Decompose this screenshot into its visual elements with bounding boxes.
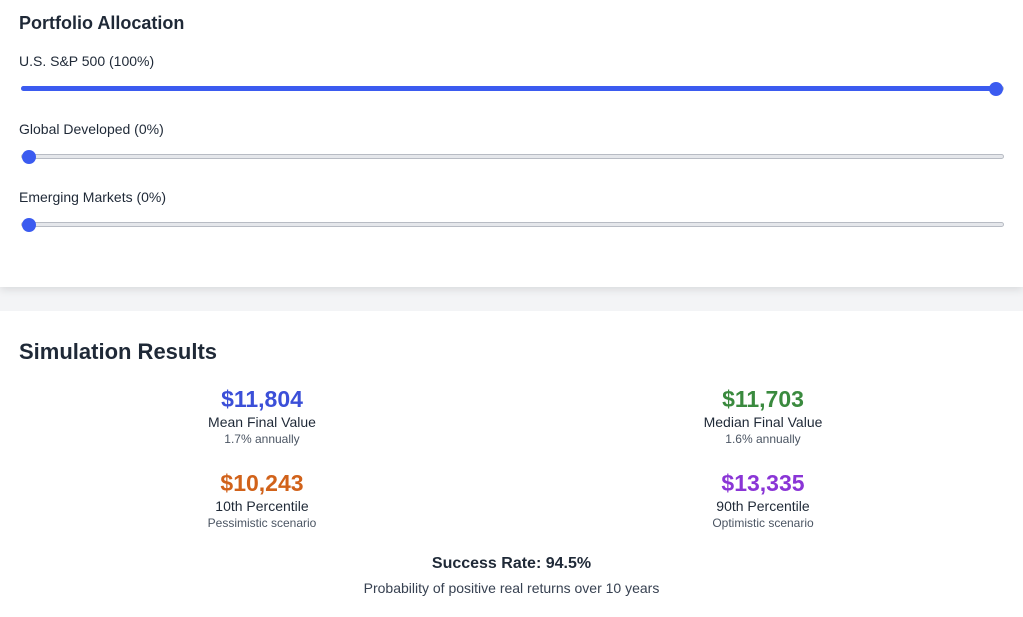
stat-90th-percentile: $13,335 90th Percentile Optimistic scena… [643,469,883,531]
slider-label-emerging-markets: Emerging Markets (0%) [19,189,167,205]
success-rate-block: Success Rate: 94.5% Probability of posit… [0,554,1023,597]
portfolio-allocation-panel: Portfolio Allocation U.S. S&P 500 (100%)… [0,0,1023,287]
stat-subtext: 1.6% annually [725,432,801,446]
stat-label: Mean Final Value [208,414,316,430]
stat-10th-percentile: $10,243 10th Percentile Pessimistic scen… [142,469,382,531]
slider-emerging-markets-thumb[interactable] [22,217,36,232]
stat-value: $11,703 [722,386,804,412]
slider-sp500-fill [21,86,996,91]
stat-value: $11,804 [221,386,303,412]
allocation-title: Portfolio Allocation [19,13,185,33]
stat-label: 90th Percentile [716,498,810,514]
stat-value: $13,335 [721,470,805,496]
stat-label: Median Final Value [703,414,823,430]
slider-sp500[interactable] [21,81,1004,96]
stat-median-final-value: $11,703 Median Final Value 1.6% annually [643,385,883,447]
slider-label-sp500: U.S. S&P 500 (100%) [19,53,155,69]
slider-global-developed[interactable] [21,149,1004,164]
stat-subtext: 1.7% annually [224,432,300,446]
success-rate-title: Success Rate: 94.5% [431,555,592,572]
stat-value: $10,243 [220,470,304,496]
success-rate-description: Probability of positive real returns ove… [363,580,660,596]
slider-label-global-developed: Global Developed (0%) [19,121,164,137]
stat-subtext: Pessimistic scenario [207,516,317,530]
slider-global-developed-thumb[interactable] [22,149,36,164]
simulation-results-panel: Simulation Results $11,804 Mean Final Va… [0,311,1023,617]
results-title: Simulation Results [19,339,218,364]
stat-label: 10th Percentile [215,498,309,514]
stat-subtext: Optimistic scenario [712,516,814,530]
stat-mean-final-value: $11,804 Mean Final Value 1.7% annually [142,385,382,447]
slider-emerging-markets[interactable] [21,217,1004,232]
slider-sp500-thumb[interactable] [989,81,1003,96]
